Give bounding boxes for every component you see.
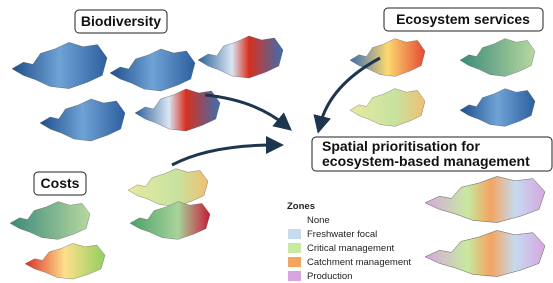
box-title: Biodiversity [81,13,161,29]
zones-legend: Zones None Freshwater focal Critical man… [287,201,411,282]
legend-label: Critical management [307,243,394,254]
ecosystem-service-maps [350,39,535,127]
legend-swatch [288,229,301,239]
zone-maps [425,176,545,276]
legend-label: None [307,215,330,226]
diagram: Biodiversity Ecosystem services Costs Sp… [0,0,553,283]
legend-title: Zones [287,201,315,212]
legend-label: Production [307,271,352,282]
legend-label: Catchment management [307,257,411,268]
legend-swatch [288,271,301,281]
box-title: Costs [41,175,80,191]
biodiversity-maps [12,36,283,141]
box-title: ecosystem-based management [322,153,530,169]
legend-swatch [288,243,301,253]
legend-label: Freshwater focal [307,229,377,240]
box-title: Spatial prioritisation for [322,138,480,154]
legend-swatch [288,257,301,267]
box-title: Ecosystem services [396,11,530,27]
legend-swatch [288,215,301,225]
